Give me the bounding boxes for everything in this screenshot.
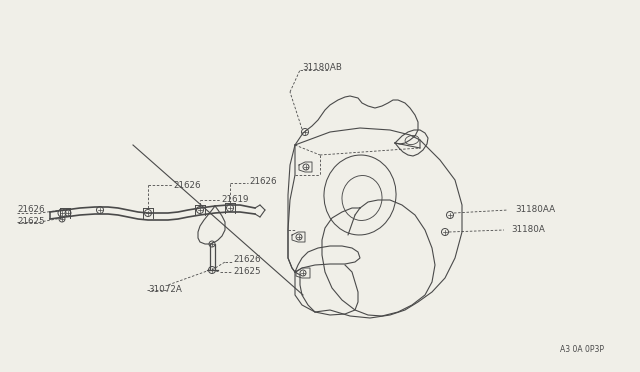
Text: 21626: 21626 — [17, 205, 45, 215]
Text: 31180AA: 31180AA — [515, 205, 555, 214]
Text: 21626: 21626 — [233, 256, 260, 264]
Text: 21626: 21626 — [249, 177, 276, 186]
Text: 21626: 21626 — [173, 180, 200, 189]
Text: 31180AB: 31180AB — [302, 62, 342, 71]
Text: 31180A: 31180A — [511, 224, 545, 234]
Text: 21625: 21625 — [233, 266, 260, 276]
Text: 21625: 21625 — [17, 217, 45, 225]
Text: 31072A: 31072A — [148, 285, 182, 294]
Text: A3 0A 0P3P: A3 0A 0P3P — [560, 346, 604, 355]
Text: 21619: 21619 — [221, 195, 248, 203]
